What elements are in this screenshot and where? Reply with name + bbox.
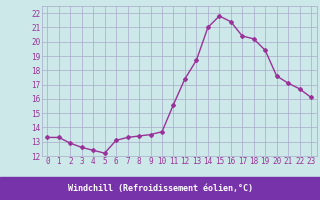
Text: Windchill (Refroidissement éolien,°C): Windchill (Refroidissement éolien,°C)	[68, 184, 252, 193]
